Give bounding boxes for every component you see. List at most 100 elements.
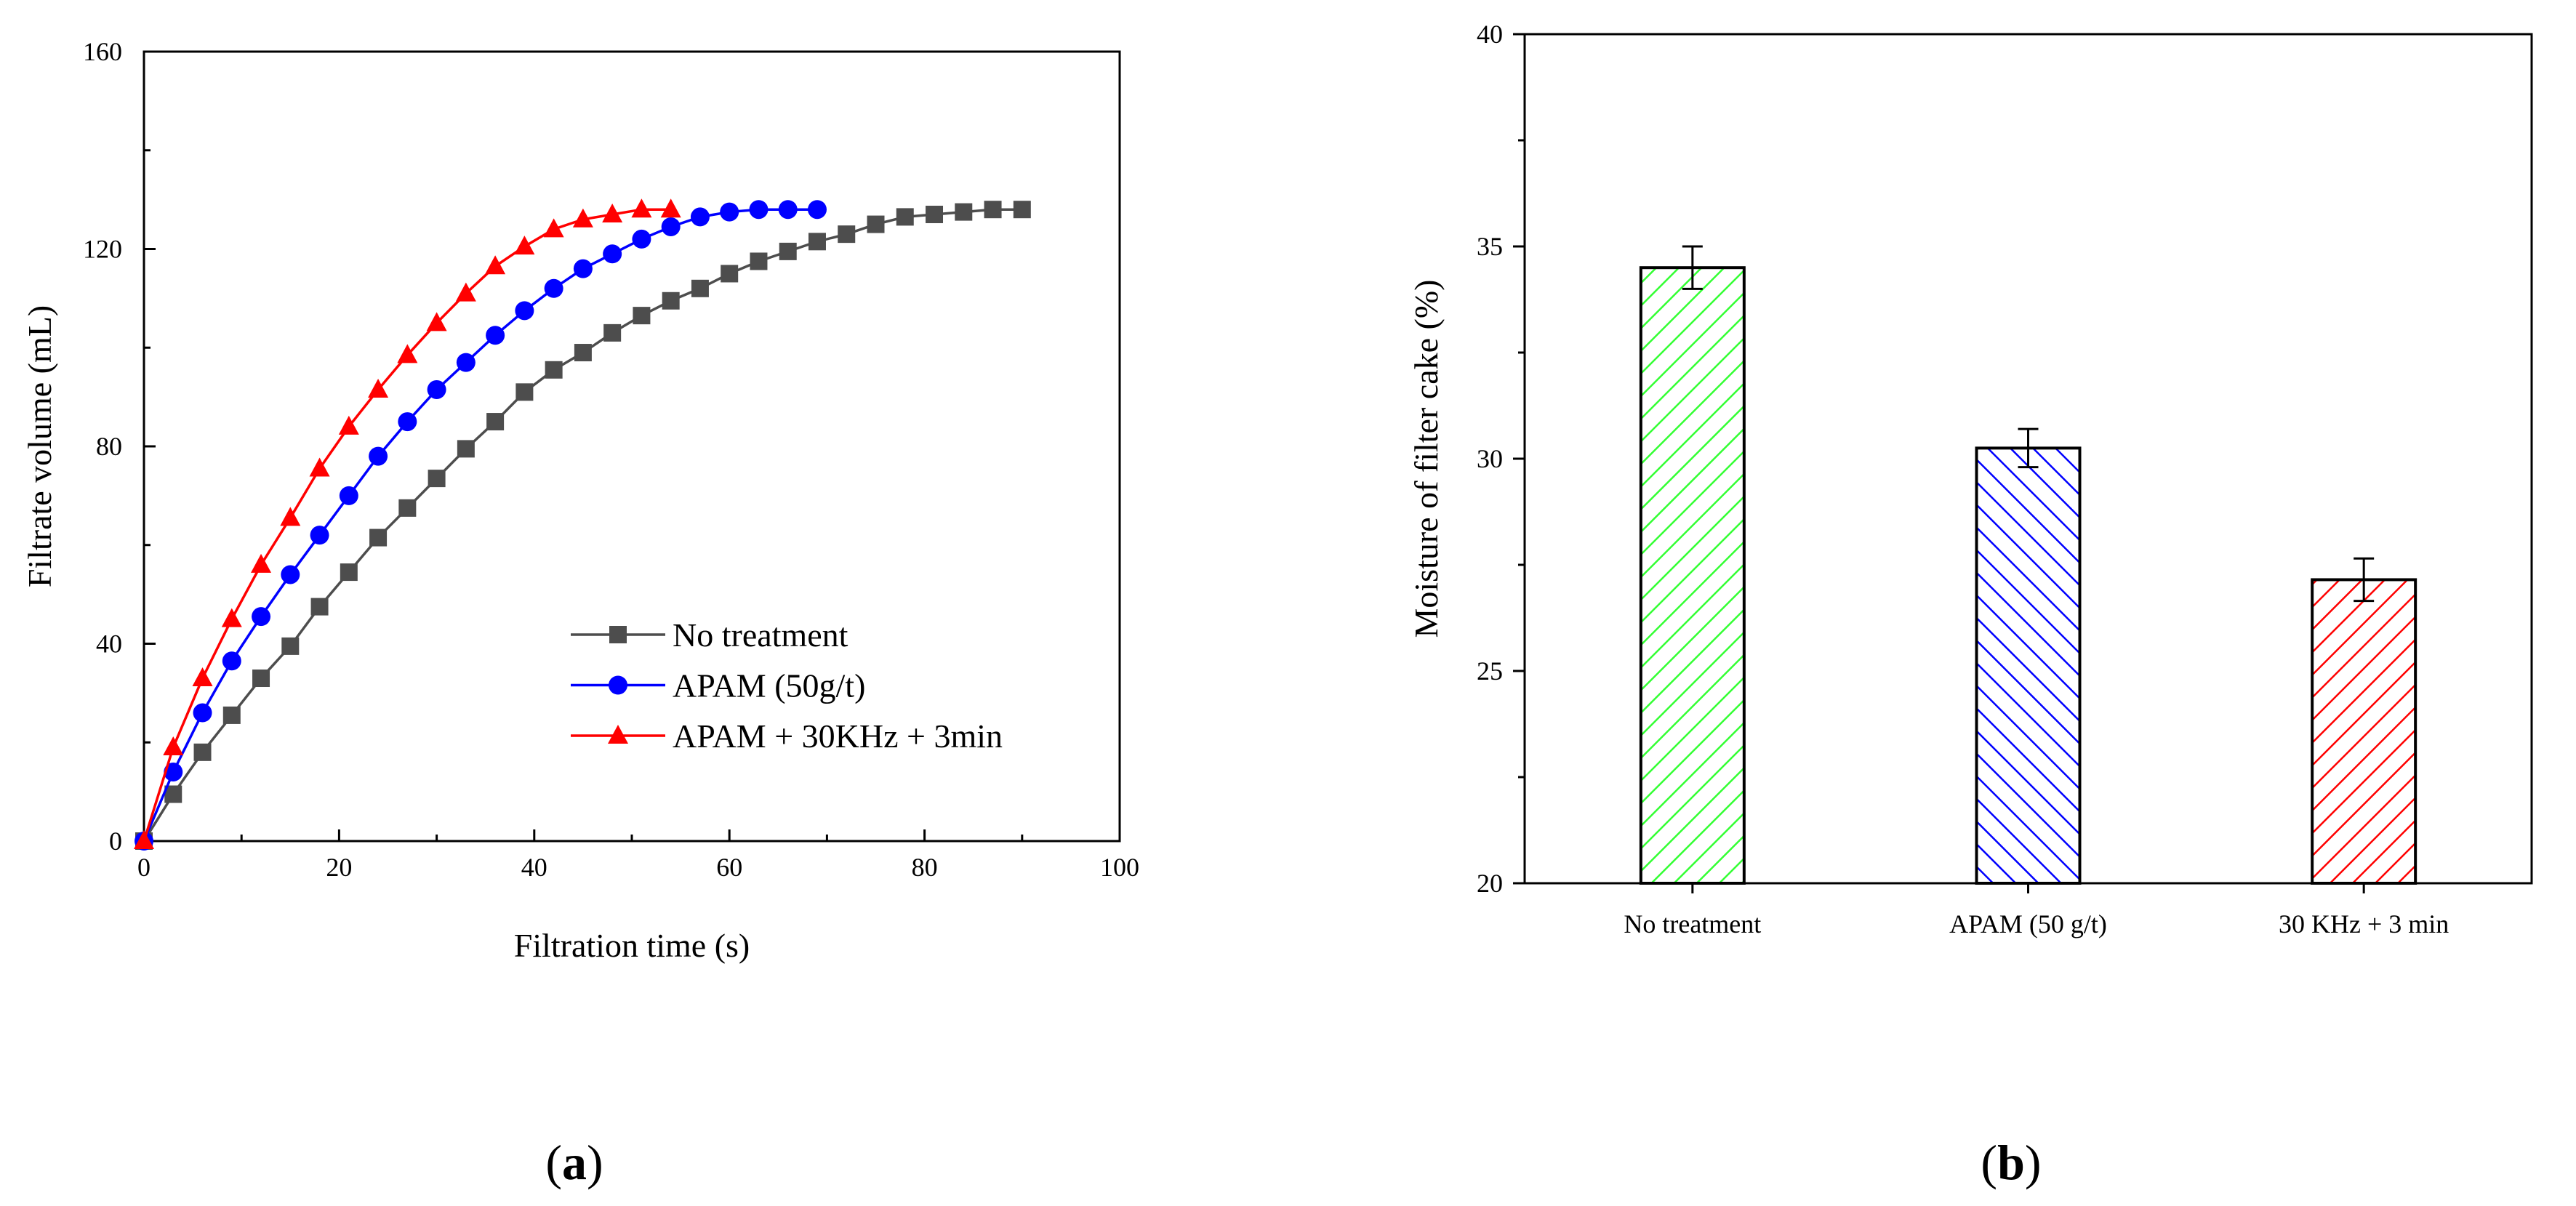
chart-a-series-1 <box>135 200 827 851</box>
chart-a-x-tick-label: 80 <box>912 853 938 882</box>
chart-a-data-point <box>134 830 154 849</box>
chart-a-data-point <box>691 279 709 297</box>
chart-a-data-point <box>427 379 446 399</box>
chart-a-data-point <box>544 278 563 298</box>
chart-a-data-point <box>280 507 301 526</box>
chart-a-data-point <box>455 282 476 302</box>
chart-b-y-tick-label: 35 <box>1477 232 1503 261</box>
chart-a-data-point <box>807 200 827 220</box>
chart-b-bar-group: No treatment <box>1624 245 1761 938</box>
chart-b-y-tick-label: 30 <box>1477 444 1503 473</box>
panel-label-a-letter: a <box>562 1135 587 1190</box>
chart-a-data-point <box>192 667 213 687</box>
chart-a-series <box>134 198 1031 851</box>
chart-a-data-point <box>955 203 973 221</box>
chart-b-x-tick-label: APAM (50 g/t) <box>1949 909 2107 938</box>
panel-label-b-open: ( <box>1981 1135 1997 1190</box>
chart-a-data-point <box>281 637 300 655</box>
chart-a-legend-marker <box>609 675 627 695</box>
chart-a-data-point <box>457 440 475 458</box>
chart-a-y-axis-title: Filtrate volume (mL) <box>21 305 58 587</box>
chart-b-y-tick-label: 40 <box>1477 20 1503 49</box>
chart-b-bar <box>2311 578 2417 885</box>
chart-b-moisture: 20 25 30 35 40 No treatment APAM (50 g/t) 30 K… <box>1408 20 2533 938</box>
chart-a-data-point <box>486 413 505 431</box>
chart-a-x-axis-title: Filtration time (s) <box>514 927 750 964</box>
chart-b-x-tick-label: 30 KHz + 3 min <box>2279 909 2449 938</box>
chart-a-y-tick-label: 80 <box>96 432 122 461</box>
chart-a-data-point <box>164 762 183 781</box>
chart-a-data-point <box>338 415 359 435</box>
chart-a-data-point <box>398 499 417 517</box>
chart-a-data-point <box>749 200 769 220</box>
chart-a-data-point <box>778 200 798 220</box>
chart-a-data-point <box>603 323 622 342</box>
chart-a-data-point <box>1013 201 1031 219</box>
chart-a-data-point <box>633 307 651 325</box>
panel-label-a-open: ( <box>545 1135 562 1190</box>
chart-a-legend-label: APAM (50g/t) <box>673 667 865 704</box>
chart-a-data-point <box>310 598 329 616</box>
chart-a-data-point <box>252 607 271 627</box>
chart-a-legend-marker <box>609 626 627 643</box>
panel-label-b-letter: b <box>1997 1135 2025 1190</box>
chart-a-data-point <box>368 378 389 398</box>
chart-a-data-point <box>573 259 593 278</box>
chart-a-legend: No treatment APAM (50g/t) APAM + 30KHz + 3… <box>571 616 1003 755</box>
chart-a-x-tick-label: 20 <box>326 853 352 882</box>
chart-a-data-point <box>252 670 270 688</box>
panel-label-b: (b) <box>1981 1135 2041 1190</box>
chart-a-data-point <box>721 265 739 283</box>
chart-a-data-point <box>720 202 739 222</box>
chart-a-data-point <box>660 198 681 218</box>
chart-a-data-point <box>514 236 535 255</box>
chart-a-data-point <box>750 252 768 270</box>
chart-a-data-point <box>515 383 534 401</box>
chart-a-data-point <box>779 242 797 260</box>
chart-a-data-point <box>543 218 564 238</box>
chart-a-data-point <box>572 208 593 228</box>
chart-a-data-point <box>690 207 710 227</box>
chart-a-data-point <box>631 198 652 218</box>
chart-a-data-point <box>808 233 826 251</box>
panel-label-a: (a) <box>545 1135 603 1190</box>
chart-b-y-tick-label: 25 <box>1477 656 1503 686</box>
chart-b-ticks: 20 25 30 35 40 <box>1477 20 1525 898</box>
chart-a-data-point <box>838 225 856 244</box>
chart-a-data-point <box>339 486 358 505</box>
chart-a-legend-label: APAM + 30KHz + 3min <box>673 717 1003 755</box>
chart-a-x-tick-label: 60 <box>716 853 742 882</box>
chart-b-y-axis-title: Moisture of filter cake (%) <box>1408 279 1445 638</box>
chart-a-data-point <box>574 344 592 362</box>
chart-a-y-tick-label: 0 <box>109 827 122 856</box>
chart-a-data-point <box>603 244 622 264</box>
chart-a-data-point <box>163 736 184 756</box>
chart-a-data-point <box>222 651 241 671</box>
chart-a-x-tick-label: 0 <box>137 853 151 882</box>
chart-a-data-point <box>984 201 1002 219</box>
chart-b-bar <box>1639 266 1746 885</box>
chart-a-data-point <box>281 565 300 584</box>
chart-a-data-point <box>398 412 417 432</box>
chart-a-data-point <box>486 326 505 345</box>
chart-a-data-point <box>310 526 329 545</box>
chart-a-data-point <box>602 203 623 222</box>
chart-a-data-point <box>428 470 446 488</box>
chart-a-data-point <box>309 457 330 477</box>
chart-a-data-point <box>926 205 944 223</box>
chart-a-data-point <box>369 528 388 547</box>
chart-a-data-point <box>222 706 241 724</box>
panel-label-b-close: ) <box>2025 1135 2042 1190</box>
chart-a-data-point <box>397 344 418 363</box>
chart-a-x-tick-label: 100 <box>1100 853 1139 882</box>
chart-a-legend-label: No treatment <box>673 616 848 654</box>
chart-b-x-tick-label: No treatment <box>1624 909 1761 938</box>
chart-a-data-point <box>426 312 447 331</box>
chart-b-bar-group: APAM (50 g/t) <box>1949 427 2107 938</box>
chart-a-data-point <box>662 292 680 310</box>
chart-a-ticks: 0 20 40 60 80 100 0 40 80 120 160 <box>83 37 1139 882</box>
chart-a-y-tick-label: 40 <box>96 630 122 659</box>
chart-a-data-point <box>251 553 272 573</box>
chart-a-data-point <box>456 353 476 372</box>
